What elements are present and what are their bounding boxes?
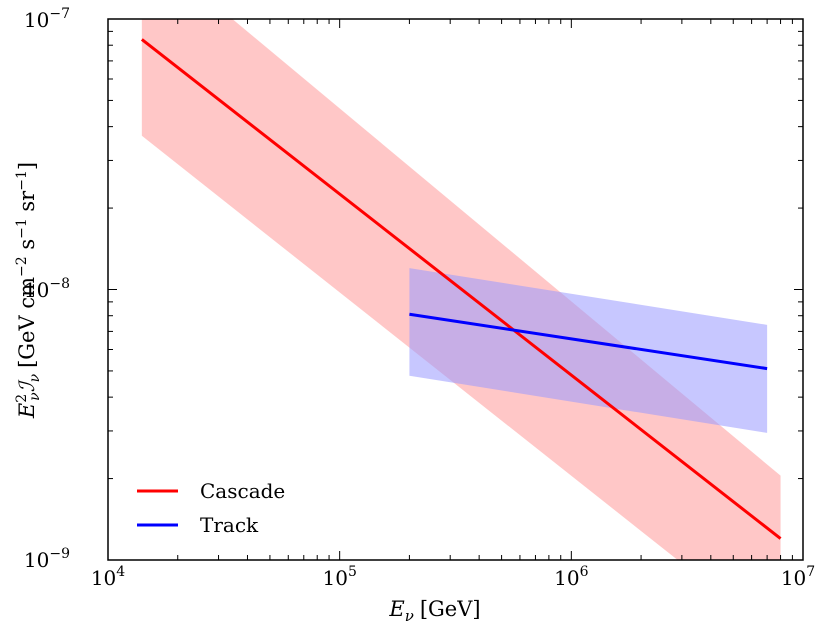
y-tick-labels: 10−9 10−8 10−7 — [24, 6, 70, 572]
x-tick-label: 104 — [91, 564, 125, 590]
x-tick-label: 107 — [781, 564, 815, 590]
y-tick-label: 10−7 — [24, 6, 70, 32]
x-tick-label: 105 — [323, 564, 357, 590]
track-uncertainty-band — [409, 268, 768, 433]
legend: Cascade Track — [137, 479, 285, 537]
x-axis-label: Eν [GeV] — [388, 597, 480, 625]
x-tick-label: 106 — [554, 564, 588, 590]
y-tick-label: 10−9 — [24, 546, 70, 572]
plot-frame — [107, 18, 804, 561]
legend-label-track: Track — [200, 513, 259, 537]
y-axis-label: E2νℐν[GeV cm−2 s−1 sr−1] — [14, 162, 43, 419]
x-tick-labels: 104 105 106 107 — [91, 564, 815, 590]
legend-label-cascade: Cascade — [200, 479, 285, 503]
cascade-line — [140, 38, 782, 540]
track-line — [409, 312, 768, 371]
y-tick-label: 10−8 — [24, 276, 70, 302]
